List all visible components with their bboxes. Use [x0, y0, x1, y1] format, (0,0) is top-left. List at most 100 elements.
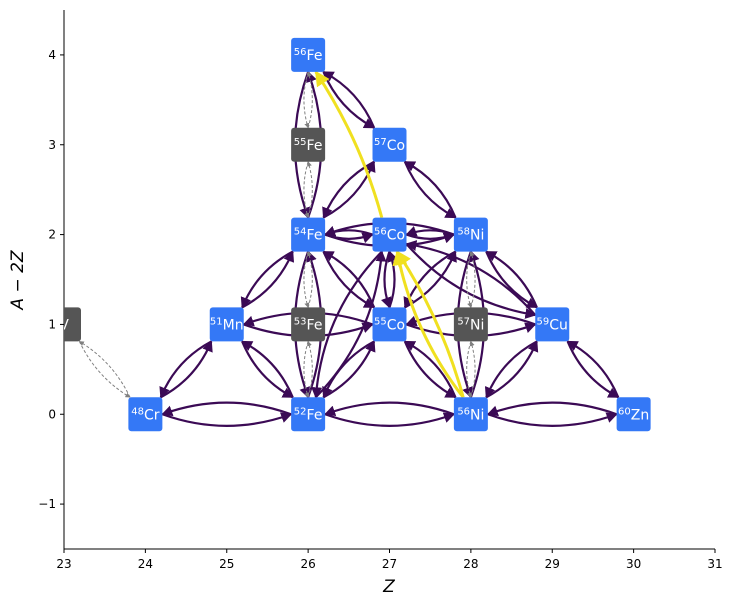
link-52Fe-48Cr	[161, 401, 292, 417]
link-56Fe-57Co	[322, 71, 376, 129]
x-tick-label: 24	[138, 557, 153, 571]
weak-link-57Ni-56Ni	[466, 341, 472, 398]
link-59Cu-56Co	[405, 240, 537, 316]
weak-link-54Fe-55Fe	[307, 161, 313, 218]
node-label: 53Fe	[294, 316, 323, 333]
weak-link-53Fe-52Fe	[303, 341, 310, 398]
x-tick-label: 28	[463, 557, 478, 571]
weak-link-55Fe-54Fe	[303, 161, 310, 219]
node-box	[291, 397, 326, 432]
node-box	[291, 217, 326, 252]
node-label: 56Co	[374, 227, 405, 244]
link-56Co-55Co	[380, 251, 392, 309]
link-52Fe-56Co	[315, 250, 387, 399]
link-52Fe-51Mn	[241, 340, 294, 398]
link-56Co-54Fe	[324, 226, 373, 237]
y-tick-label: 4	[48, 48, 56, 62]
node-55Fe: 55Fe	[291, 127, 326, 162]
node-box	[616, 397, 651, 432]
node-label: 51Mn	[210, 316, 244, 333]
x-tick-label: 26	[300, 557, 315, 571]
x-axis-label: Z	[382, 577, 395, 597]
link-56Ni-59Cu	[485, 340, 539, 399]
node-54Fe: 54Fe	[291, 217, 326, 252]
node-52Fe: 52Fe	[291, 397, 326, 432]
node-box	[453, 217, 488, 252]
highlight-link-56Ni-56Co	[392, 250, 465, 399]
link-59Cu-58Ni	[485, 250, 538, 308]
link-58Ni-55Co	[403, 250, 456, 309]
y-ticks: −1 0 1 2 3 4	[38, 48, 64, 511]
link-59Cu-56Ni	[484, 340, 538, 399]
node-box	[535, 307, 570, 342]
node-box	[372, 127, 407, 162]
weak-link-53Fe-54Fe	[307, 251, 313, 308]
link-55Co-58Ni	[404, 250, 457, 309]
link-48Cr-52Fe	[162, 412, 293, 427]
node-57Ni: 57Ni	[453, 307, 488, 342]
link-51Mn-54Fe	[241, 250, 295, 309]
weak-link-56Fe-55Fe	[303, 71, 310, 129]
node-56Fe: 56Fe	[291, 37, 326, 72]
link-58Ni-56Co	[405, 226, 455, 237]
node-56Co: 56Co	[372, 217, 407, 252]
y-tick-label: 3	[48, 138, 56, 152]
weak-link-54Fe-53Fe	[303, 251, 310, 308]
link-56Co-59Cu	[405, 243, 537, 319]
weak-link-55Fe-56Fe	[307, 71, 313, 128]
node-48Cr: 48Cr	[128, 397, 163, 432]
node-58Ni: 58Ni	[453, 217, 488, 252]
weak-link-57Ni-58Ni	[469, 251, 476, 308]
node-box	[291, 37, 326, 72]
node-label: 59Cu	[537, 316, 568, 333]
link-60Zn-56Ni	[486, 401, 617, 417]
x-tick-label: 25	[219, 557, 234, 571]
node-label: 55Fe	[294, 137, 323, 154]
node-box	[128, 397, 163, 432]
node-box	[372, 307, 407, 342]
y-tick-label: 0	[48, 407, 56, 421]
node-label: 55Co	[374, 316, 405, 333]
weak-link-V-48Cr	[78, 341, 131, 398]
x-tick-label: 29	[545, 557, 560, 571]
weak-link-48Cr-V	[78, 340, 131, 398]
link-54Fe-56Co	[324, 232, 374, 244]
node-label: 52Fe	[294, 406, 323, 423]
link-57Co-58Ni	[403, 161, 457, 219]
node-box	[372, 217, 407, 252]
node-box	[64, 307, 81, 342]
y-axis-label: A − 2Z	[8, 250, 28, 310]
y-tick-label: 2	[48, 228, 56, 242]
node-label: 54Fe	[294, 227, 323, 244]
link-55Co-54Fe	[322, 250, 376, 308]
link-58Ni-59Cu	[485, 251, 538, 309]
x-ticks: 23 24 25 26 27 28 29 30 31	[56, 549, 723, 571]
x-tick-label: 30	[626, 557, 641, 571]
node-box	[209, 307, 244, 342]
link-52Fe-56Ni	[324, 412, 455, 427]
highlight-links	[314, 70, 465, 399]
node-label: 56Ni	[457, 406, 484, 423]
nodes: V 48Cr 51Mn 52Fe 53Fe 54Fe 55Fe 56Fe 55Co 56Co 57C…	[64, 37, 651, 432]
highlight-link-56Ni-56Co	[395, 250, 465, 398]
node-55Co: 55Co	[372, 307, 407, 342]
link-56Co-52Fe	[311, 250, 383, 399]
link-59Cu-60Zn	[566, 340, 620, 399]
link-57Co-56Fe	[322, 70, 376, 129]
node-56Ni: 56Ni	[453, 397, 488, 432]
node-60Zn: 60Zn	[616, 397, 651, 432]
node-V: V	[64, 307, 81, 342]
link-58Ni-57Co	[403, 160, 457, 219]
link-51Mn-48Cr	[159, 340, 212, 399]
link-60Zn-59Cu	[566, 340, 620, 398]
node-label: 60Zn	[618, 406, 649, 423]
x-tick-label: 31	[707, 557, 722, 571]
node-label: 58Ni	[457, 227, 484, 244]
link-56Ni-55Co	[403, 340, 457, 398]
weak-link-52Fe-53Fe	[307, 340, 313, 398]
link-55Co-52Fe	[322, 340, 375, 399]
link-54Fe-51Mn	[240, 250, 294, 309]
